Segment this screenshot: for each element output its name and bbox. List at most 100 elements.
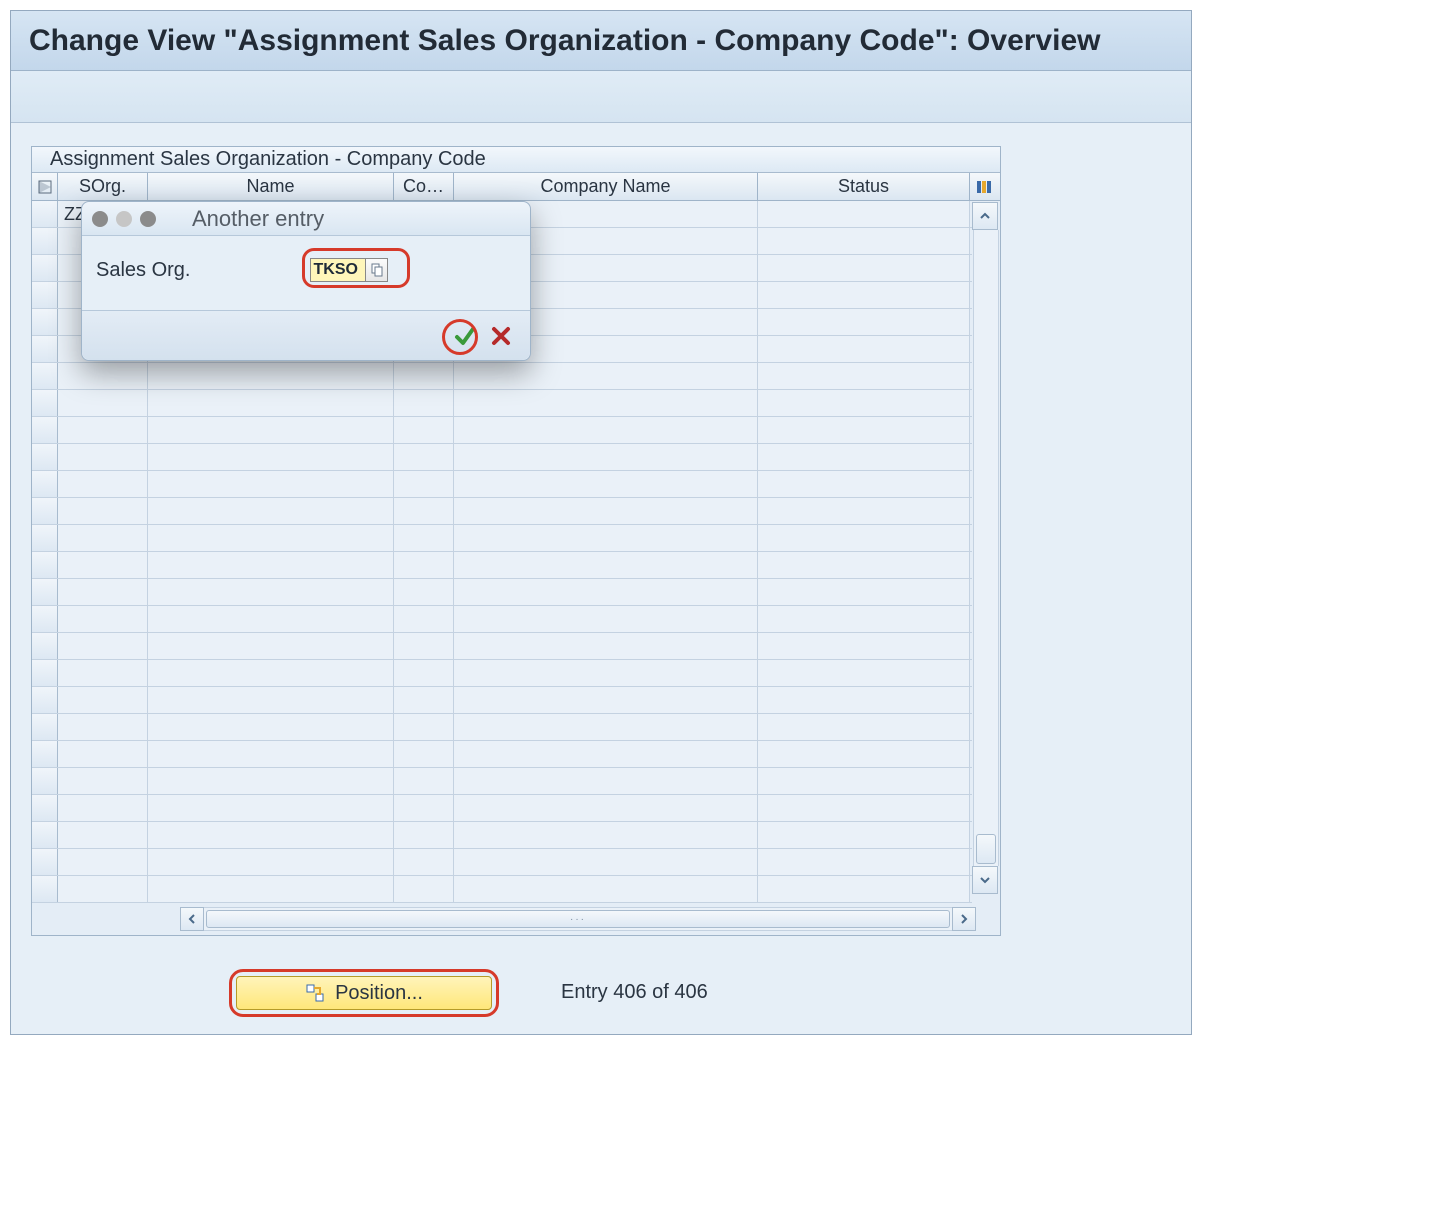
table-row[interactable] <box>32 849 1000 876</box>
table-row[interactable] <box>32 552 1000 579</box>
table-cell[interactable] <box>148 363 394 389</box>
table-row[interactable] <box>32 822 1000 849</box>
table-cell[interactable] <box>394 876 454 902</box>
table-cell[interactable] <box>758 795 970 821</box>
row-selector[interactable] <box>32 309 58 335</box>
window-min-dot[interactable] <box>116 211 132 227</box>
table-cell[interactable] <box>148 444 394 470</box>
sales-org-input[interactable] <box>310 258 366 282</box>
cancel-button[interactable] <box>490 325 512 347</box>
vscroll-track[interactable] <box>973 230 999 866</box>
table-cell[interactable] <box>758 336 970 362</box>
table-cell[interactable] <box>454 444 758 470</box>
row-selector[interactable] <box>32 282 58 308</box>
table-cell[interactable] <box>394 687 454 713</box>
row-selector[interactable] <box>32 336 58 362</box>
table-row[interactable] <box>32 687 1000 714</box>
table-cell[interactable] <box>148 606 394 632</box>
row-selector[interactable] <box>32 228 58 254</box>
table-row[interactable] <box>32 525 1000 552</box>
row-selector[interactable] <box>32 876 58 902</box>
row-selector[interactable] <box>32 849 58 875</box>
table-cell[interactable] <box>758 282 970 308</box>
vertical-scrollbar[interactable] <box>972 202 1000 932</box>
table-cell[interactable] <box>394 633 454 659</box>
table-cell[interactable] <box>394 417 454 443</box>
table-cell[interactable] <box>454 849 758 875</box>
table-cell[interactable] <box>454 417 758 443</box>
col-header-status[interactable]: Status <box>758 173 970 200</box>
table-cell[interactable] <box>148 876 394 902</box>
table-cell[interactable] <box>148 390 394 416</box>
table-cell[interactable] <box>394 606 454 632</box>
table-cell[interactable] <box>394 390 454 416</box>
table-cell[interactable] <box>148 795 394 821</box>
table-cell[interactable] <box>58 741 148 767</box>
table-cell[interactable] <box>58 606 148 632</box>
table-cell[interactable] <box>148 822 394 848</box>
table-cell[interactable] <box>758 552 970 578</box>
table-row[interactable] <box>32 444 1000 471</box>
table-cell[interactable] <box>58 363 148 389</box>
table-cell[interactable] <box>394 741 454 767</box>
table-cell[interactable] <box>148 471 394 497</box>
row-selector[interactable] <box>32 471 58 497</box>
table-cell[interactable] <box>454 660 758 686</box>
table-cell[interactable] <box>454 579 758 605</box>
table-cell[interactable] <box>58 525 148 551</box>
table-cell[interactable] <box>758 498 970 524</box>
table-cell[interactable] <box>148 579 394 605</box>
table-cell[interactable] <box>148 741 394 767</box>
position-button[interactable]: Position... <box>236 976 492 1010</box>
row-selector[interactable] <box>32 822 58 848</box>
table-cell[interactable] <box>454 363 758 389</box>
table-cell[interactable] <box>758 849 970 875</box>
hscroll-thumb[interactable]: ··· <box>206 910 950 928</box>
hscroll-track[interactable]: ··· <box>204 907 952 931</box>
table-cell[interactable] <box>758 768 970 794</box>
row-selector[interactable] <box>32 417 58 443</box>
table-cell[interactable] <box>758 606 970 632</box>
row-selector[interactable] <box>32 714 58 740</box>
table-cell[interactable] <box>758 741 970 767</box>
table-cell[interactable] <box>758 876 970 902</box>
table-cell[interactable] <box>454 822 758 848</box>
table-cell[interactable] <box>454 525 758 551</box>
table-cell[interactable] <box>148 849 394 875</box>
table-cell[interactable] <box>58 579 148 605</box>
table-cell[interactable] <box>758 633 970 659</box>
table-row[interactable] <box>32 417 1000 444</box>
row-selector[interactable] <box>32 768 58 794</box>
value-help-button[interactable] <box>366 258 388 282</box>
table-cell[interactable] <box>148 768 394 794</box>
row-selector[interactable] <box>32 795 58 821</box>
col-header-company-name[interactable]: Company Name <box>454 173 758 200</box>
row-selector[interactable] <box>32 741 58 767</box>
row-selector[interactable] <box>32 579 58 605</box>
table-row[interactable] <box>32 768 1000 795</box>
table-cell[interactable] <box>58 768 148 794</box>
table-cell[interactable] <box>758 822 970 848</box>
table-cell[interactable] <box>758 309 970 335</box>
table-cell[interactable] <box>394 768 454 794</box>
table-row[interactable] <box>32 363 1000 390</box>
table-cell[interactable] <box>58 417 148 443</box>
table-row[interactable] <box>32 471 1000 498</box>
table-cell[interactable] <box>394 579 454 605</box>
table-cell[interactable] <box>454 498 758 524</box>
table-cell[interactable] <box>58 471 148 497</box>
configure-columns-button[interactable] <box>970 173 998 200</box>
table-row[interactable] <box>32 876 1000 903</box>
scroll-right-button[interactable] <box>952 907 976 931</box>
table-cell[interactable] <box>758 471 970 497</box>
table-cell[interactable] <box>454 552 758 578</box>
table-cell[interactable] <box>758 363 970 389</box>
table-cell[interactable] <box>394 795 454 821</box>
row-selector[interactable] <box>32 525 58 551</box>
row-selector[interactable] <box>32 606 58 632</box>
dialog-titlebar[interactable]: Another entry <box>82 202 530 236</box>
col-header-name[interactable]: Name <box>148 173 394 200</box>
select-all-header[interactable] <box>32 173 58 200</box>
table-cell[interactable] <box>758 417 970 443</box>
table-cell[interactable] <box>758 525 970 551</box>
